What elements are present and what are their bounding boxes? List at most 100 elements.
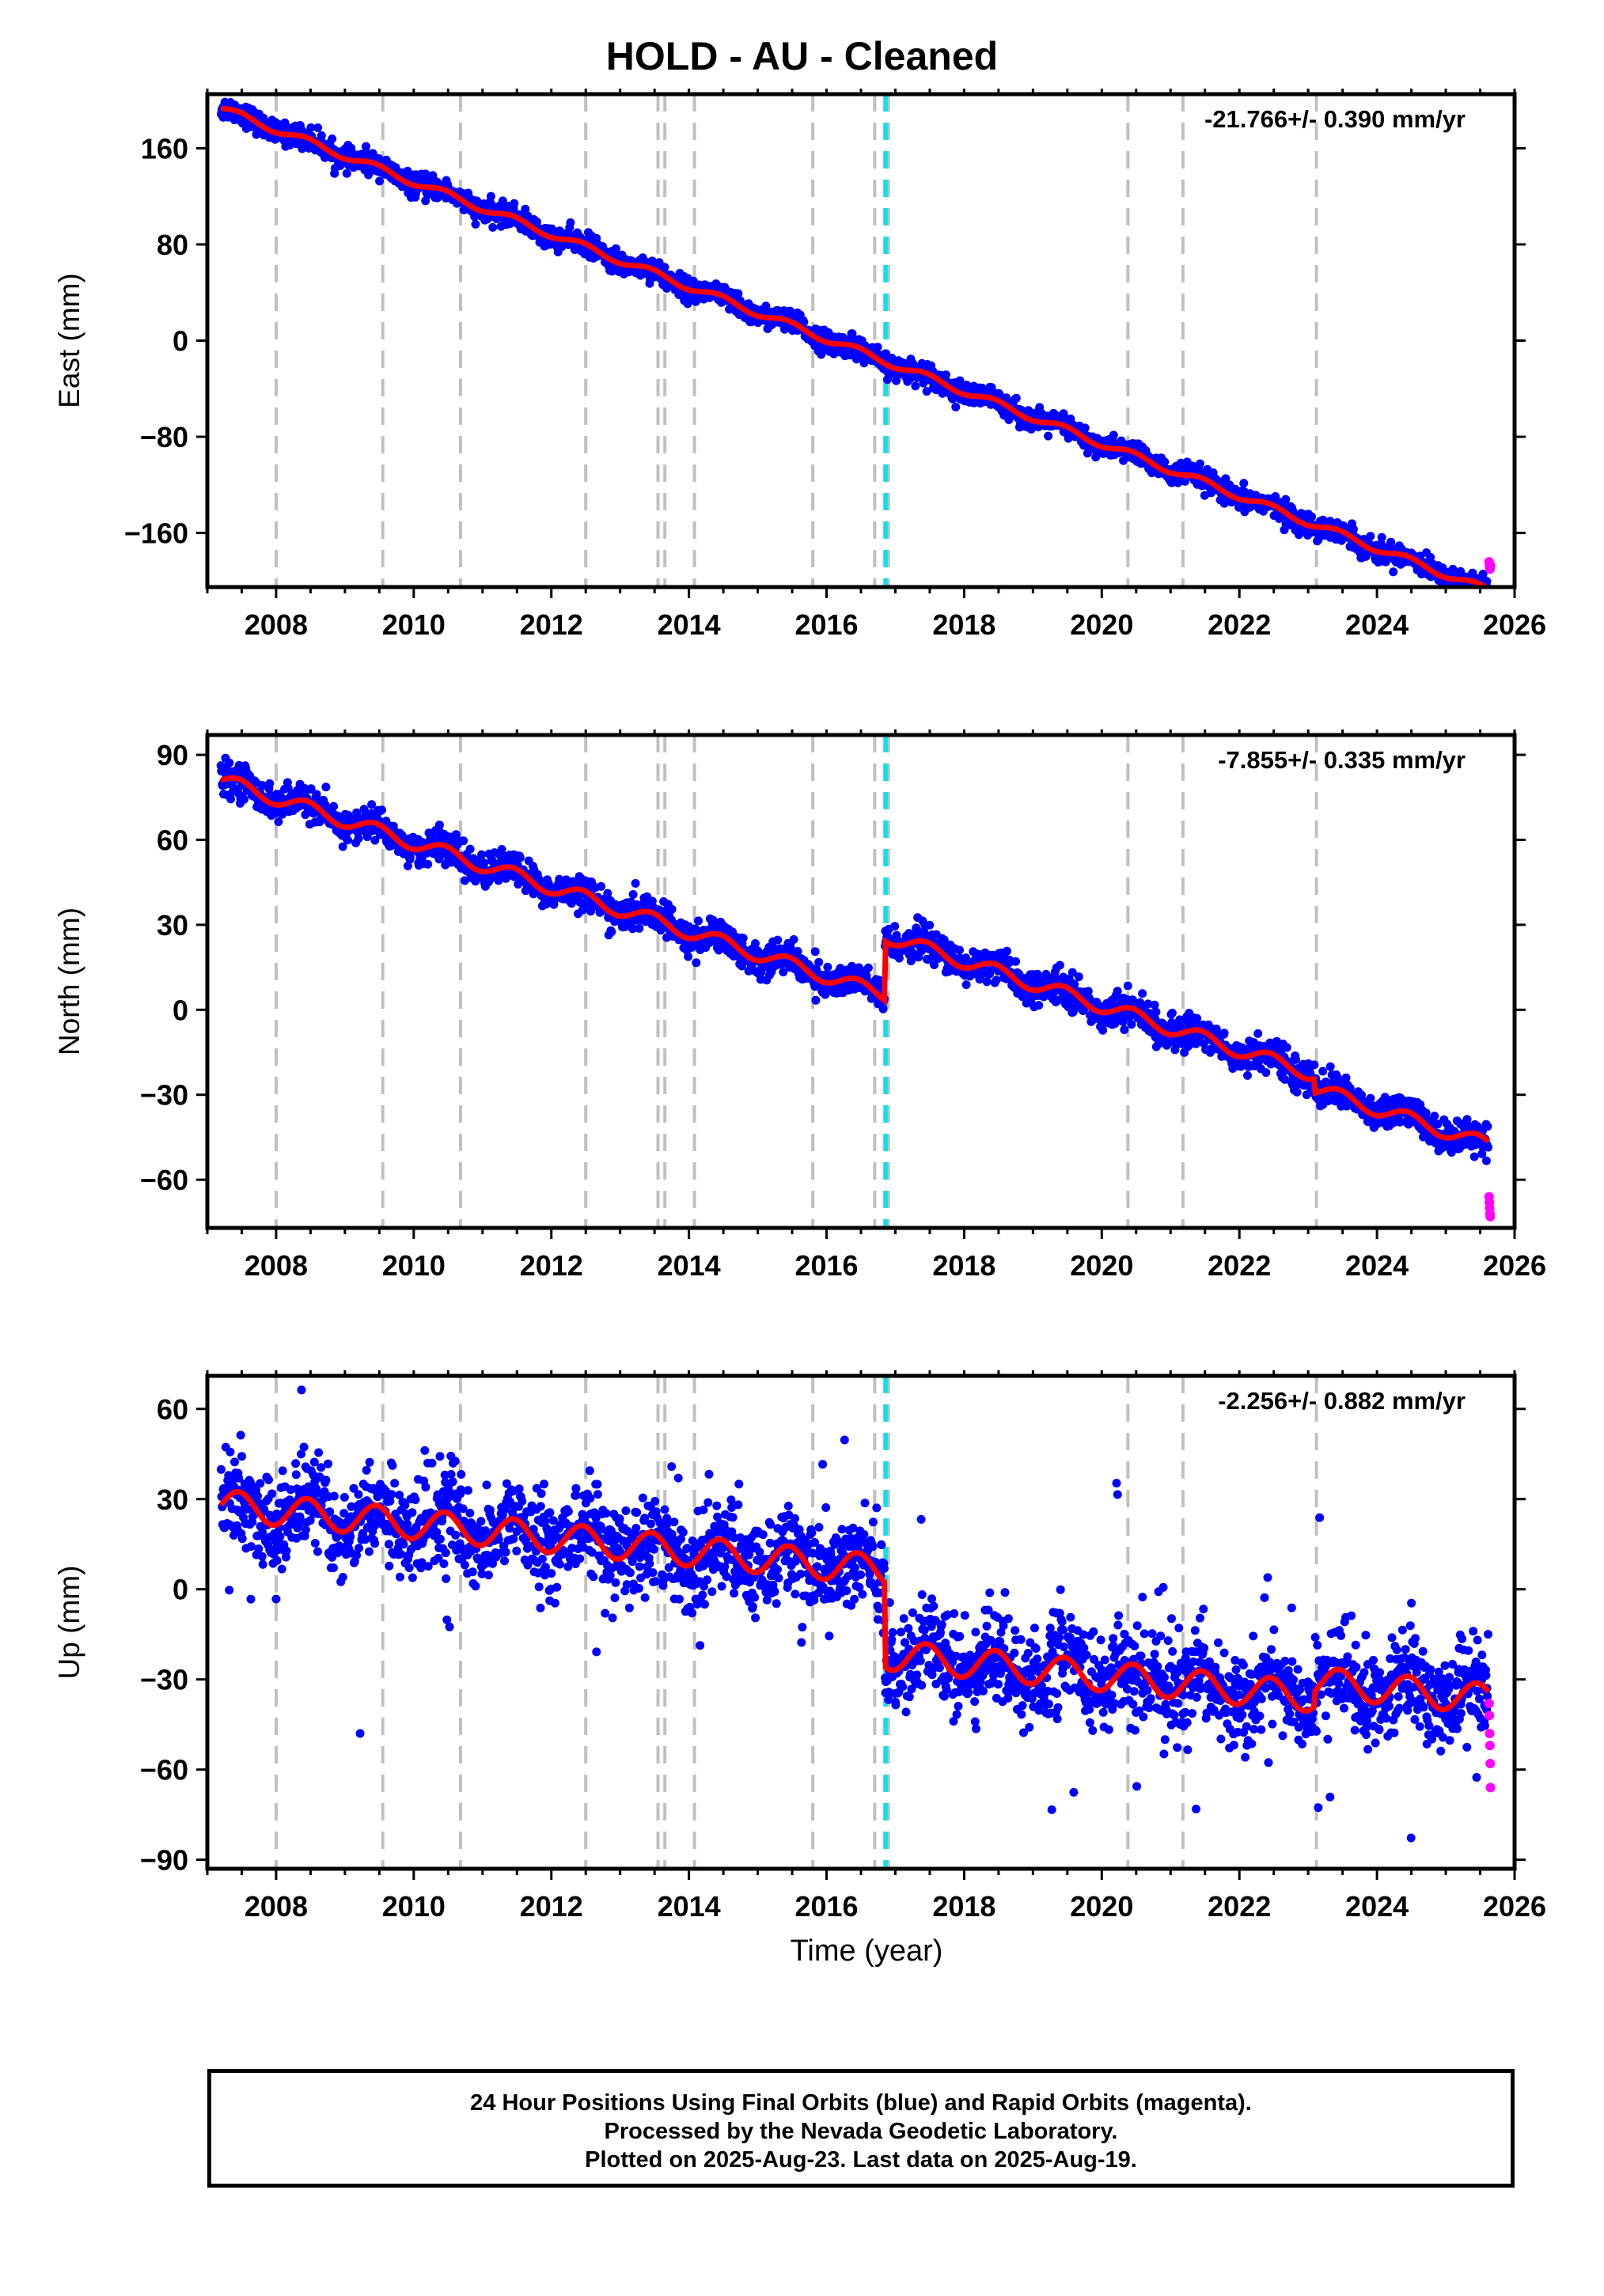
data-point (631, 879, 640, 888)
x-tick-label: 2020 (1070, 608, 1133, 641)
data-point (1389, 567, 1398, 577)
data-point (1120, 1025, 1129, 1034)
data-point (1281, 494, 1291, 504)
data-point (240, 794, 248, 804)
data-point (1055, 960, 1064, 970)
data-point (607, 927, 616, 937)
x-tick-label: 2018 (932, 608, 995, 641)
data-point (1109, 430, 1118, 440)
data-point (342, 169, 351, 178)
data-point (471, 219, 480, 229)
velocity-label: -21.766+/- 0.390 mm/yr (1204, 105, 1466, 133)
data-point (370, 835, 380, 845)
x-tick-label: 2010 (382, 608, 446, 641)
data-point (1239, 479, 1249, 488)
y-axis-label: East (mm) (53, 273, 85, 408)
data-point (329, 801, 339, 811)
data-point (1113, 987, 1122, 996)
data-point (799, 317, 809, 327)
x-tick-label: 2008 (245, 608, 308, 641)
data-point (823, 962, 832, 972)
data-point (747, 960, 756, 970)
data-point (377, 805, 386, 815)
data-point (628, 890, 638, 899)
data-point (423, 859, 433, 869)
data-point (789, 935, 798, 944)
north-panel: 2008 2010 2012 2014 2016 2018 2020 2022 2024 2026… (53, 729, 1546, 1282)
data-point (683, 299, 692, 309)
data-point (375, 176, 385, 186)
data-point (930, 960, 939, 969)
data-point (1044, 431, 1053, 441)
data-point (486, 191, 495, 201)
data-point (328, 135, 337, 143)
data-point (951, 403, 961, 411)
data-point (874, 976, 884, 985)
final-orbit-points (216, 753, 1492, 1165)
y-tick-label: 0 (173, 325, 188, 358)
data-point (1366, 532, 1375, 541)
data-point (1280, 1074, 1290, 1084)
data-point (343, 835, 352, 845)
x-tick-label: 2026 (1483, 608, 1546, 641)
data-point (814, 957, 824, 967)
data-point (1207, 488, 1215, 498)
data-point (1253, 1029, 1263, 1038)
data-point (1478, 570, 1488, 579)
data-point (793, 947, 802, 956)
data-point (628, 924, 637, 934)
data-point (459, 836, 468, 846)
data-point (1083, 987, 1093, 996)
data-point (321, 782, 331, 792)
data-point (1127, 1020, 1136, 1029)
data-point (1123, 981, 1132, 991)
data-point (911, 381, 920, 391)
data-point (434, 820, 444, 830)
data-point (873, 343, 882, 352)
data-point (1212, 1028, 1222, 1037)
data-point (306, 123, 316, 132)
data-point (878, 1004, 888, 1013)
data-point (647, 896, 657, 906)
data-point (694, 916, 703, 926)
rapid-orbit-points (1484, 557, 1496, 574)
data-point (859, 358, 869, 368)
data-point (1386, 537, 1396, 547)
data-point (265, 779, 275, 788)
data-point (532, 217, 541, 226)
data-point (1193, 1013, 1202, 1023)
data-point (405, 853, 415, 862)
y-tick-label: −80 (140, 421, 188, 453)
y-tick-label: 160 (141, 132, 188, 165)
data-point (1292, 1087, 1302, 1097)
x-tick-label: 2014 (658, 608, 721, 641)
data-point (1150, 1000, 1159, 1010)
data-point (1160, 457, 1170, 467)
data-point (460, 876, 469, 885)
data-point (779, 968, 788, 977)
data-point (890, 922, 900, 931)
data-point (1070, 979, 1079, 989)
data-point (1307, 512, 1317, 521)
data-point (848, 329, 857, 339)
data-point (367, 800, 377, 809)
data-point (1448, 564, 1458, 574)
data-point (477, 850, 487, 859)
data-point (738, 934, 748, 943)
data-point (810, 947, 820, 957)
data-point (283, 783, 293, 793)
data-point (1481, 589, 1489, 597)
data-point (1282, 1043, 1291, 1052)
data-point (1261, 1068, 1271, 1078)
data-point (1291, 1055, 1300, 1064)
data-point (465, 844, 475, 854)
data-point (961, 980, 971, 990)
data-point (1011, 957, 1021, 966)
data-point (1167, 1008, 1177, 1017)
x-tick-label: 2022 (1208, 608, 1271, 641)
data-point (941, 370, 950, 380)
data-point (226, 794, 236, 804)
plot-area (217, 94, 1496, 597)
data-point (1098, 1025, 1108, 1035)
data-point (751, 939, 760, 948)
